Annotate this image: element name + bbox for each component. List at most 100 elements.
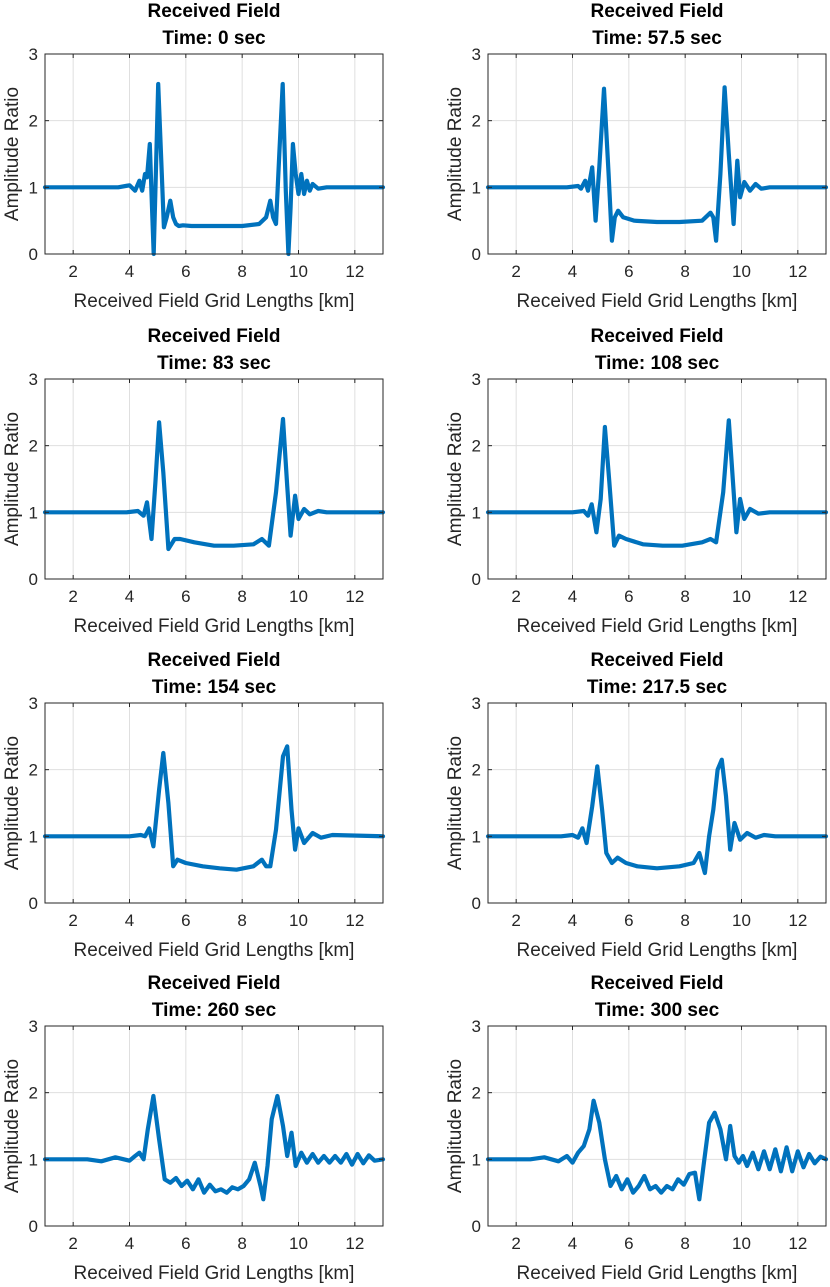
x-axis-label: Received Field Grid Lengths [km] [517, 291, 798, 312]
plot-area [488, 703, 826, 903]
x-tick-label: 8 [680, 911, 689, 930]
x-tick-label: 2 [68, 911, 77, 930]
y-axis-label: Amplitude Ratio [2, 1059, 23, 1193]
x-tick-label: 2 [511, 1234, 520, 1253]
y-axis-label: Amplitude Ratio [2, 412, 23, 546]
series-line [485, 757, 829, 876]
chart-subtitle: Time: 217.5 sec [587, 677, 728, 698]
y-tick-label: 2 [29, 761, 38, 780]
x-axis-label: Received Field Grid Lengths [km] [74, 940, 355, 961]
y-tick-label: 0 [472, 570, 481, 589]
x-tick-label: 10 [732, 1234, 751, 1253]
axes-box [44, 1025, 384, 1227]
y-tick-label: 1 [472, 1150, 481, 1169]
y-tick-label: 1 [472, 178, 481, 197]
x-axis-label: Received Field Grid Lengths [km] [74, 1263, 355, 1284]
x-tick-label: 12 [345, 587, 364, 606]
x-tick-label: 12 [788, 911, 807, 930]
axes-box [44, 378, 384, 580]
y-tick-label: 3 [29, 694, 38, 713]
plot-area [45, 703, 383, 903]
y-tick-label: 2 [472, 761, 481, 780]
y-tick-label: 0 [29, 894, 38, 913]
x-axis-label: Received Field Grid Lengths [km] [74, 616, 355, 637]
chart-title: Received Field [147, 973, 280, 994]
y-tick-label: 1 [29, 178, 38, 197]
series-line [485, 418, 829, 548]
y-tick-label: 2 [29, 112, 38, 131]
x-axis-label: Received Field Grid Lengths [km] [74, 291, 355, 312]
y-tick-label: 2 [29, 1084, 38, 1103]
y-tick-label: 3 [472, 45, 481, 64]
x-tick-label: 10 [289, 262, 308, 281]
x-tick-label: 2 [68, 587, 77, 606]
x-axis-label: Received Field Grid Lengths [km] [517, 1263, 798, 1284]
x-tick-label: 10 [732, 587, 751, 606]
x-tick-label: 4 [125, 1234, 134, 1253]
chart-title: Received Field [590, 650, 723, 671]
y-tick-label: 1 [29, 1150, 38, 1169]
axes-box [487, 702, 827, 904]
chart-subtitle: Time: 300 sec [595, 1000, 720, 1021]
x-tick-label: 4 [125, 587, 134, 606]
y-axis-label: Amplitude Ratio [445, 412, 466, 546]
x-tick-label: 10 [732, 262, 751, 281]
y-axis-label: Amplitude Ratio [445, 1059, 466, 1193]
x-tick-label: 2 [511, 262, 520, 281]
x-tick-label: 12 [345, 262, 364, 281]
y-tick-label: 3 [29, 45, 38, 64]
x-tick-label: 12 [788, 262, 807, 281]
x-tick-label: 6 [181, 587, 190, 606]
x-tick-label: 2 [511, 911, 520, 930]
x-tick-label: 6 [181, 1234, 190, 1253]
axes-box [487, 378, 827, 580]
series-line [42, 81, 386, 257]
x-tick-label: 6 [624, 587, 633, 606]
y-tick-label: 2 [472, 112, 481, 131]
chart-title: Received Field [590, 326, 723, 347]
x-tick-label: 12 [788, 1234, 807, 1253]
x-tick-label: 6 [624, 262, 633, 281]
plot-area [45, 379, 383, 579]
x-tick-label: 8 [237, 1234, 246, 1253]
y-tick-label: 0 [29, 245, 38, 264]
x-tick-label: 4 [568, 587, 577, 606]
axes-box [487, 53, 827, 255]
x-tick-label: 4 [125, 262, 134, 281]
chart-subtitle: Time: 154 sec [152, 677, 277, 698]
y-tick-label: 2 [29, 437, 38, 456]
series-line [485, 85, 829, 243]
axes-box [44, 702, 384, 904]
x-tick-label: 12 [788, 587, 807, 606]
chart-title: Received Field [590, 1, 723, 22]
y-tick-label: 0 [472, 894, 481, 913]
plot-area [45, 54, 383, 254]
x-tick-label: 8 [680, 262, 689, 281]
y-axis-label: Amplitude Ratio [2, 87, 23, 221]
x-tick-label: 8 [680, 587, 689, 606]
x-tick-label: 2 [68, 1234, 77, 1253]
y-axis-label: Amplitude Ratio [445, 736, 466, 870]
chart-title: Received Field [147, 326, 280, 347]
x-tick-label: 2 [511, 587, 520, 606]
chart-subtitle: Time: 108 sec [595, 353, 720, 374]
x-tick-label: 4 [568, 911, 577, 930]
x-tick-label: 12 [345, 911, 364, 930]
y-tick-label: 3 [472, 1017, 481, 1036]
x-tick-label: 10 [289, 1234, 308, 1253]
y-tick-label: 3 [472, 370, 481, 389]
y-tick-label: 1 [29, 827, 38, 846]
x-tick-label: 10 [732, 911, 751, 930]
y-tick-label: 2 [472, 437, 481, 456]
x-tick-label: 6 [624, 1234, 633, 1253]
y-axis-label: Amplitude Ratio [2, 736, 23, 870]
series-line [485, 1098, 829, 1202]
